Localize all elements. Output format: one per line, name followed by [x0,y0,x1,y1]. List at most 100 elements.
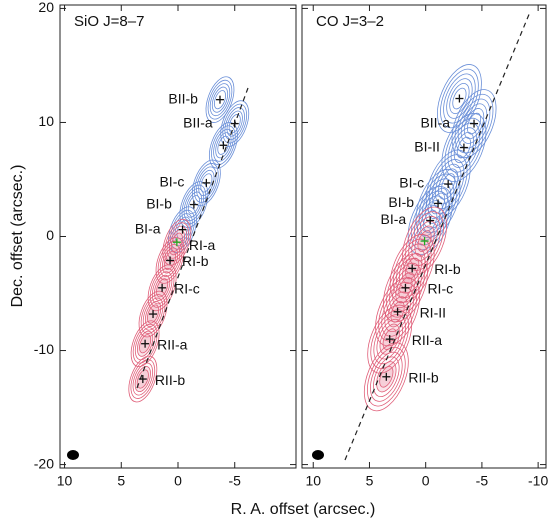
knot [470,119,479,128]
contour [142,297,164,331]
contour [408,216,441,267]
knot [138,375,147,384]
contour [159,244,181,277]
knot-label: BI-b [146,195,172,211]
contour [191,159,221,207]
x-tick-label: 10 [57,473,73,489]
contour [205,76,235,123]
knot [172,238,181,247]
contour [217,135,230,155]
knot-label: RI-c [174,281,200,297]
knot [149,310,158,319]
panel-title: CO J=3–2 [316,13,384,30]
contour [179,181,209,228]
knot-label: RII-b [408,369,439,385]
contour [415,168,461,238]
y-tick-label: -10 [34,341,54,357]
contour [155,237,185,284]
knot-label: RI-II [420,304,446,320]
beam [67,450,79,460]
contour [138,290,168,338]
contour [183,188,205,221]
knot-label: BI-II [414,138,440,154]
contour [437,64,482,133]
knot [385,335,394,344]
contour [418,173,458,234]
y-tick-label: 0 [46,227,54,243]
knot [393,307,402,316]
contour [207,79,233,120]
contour [208,121,238,169]
knot [189,200,198,209]
knot [455,94,464,103]
contour [384,291,411,333]
y-axis-label: Dec. offset (arcsec.) [9,165,26,308]
contour [211,86,229,113]
contour [220,100,250,147]
contour [378,282,417,342]
contour [370,309,410,369]
knot [401,283,410,292]
knot-label: RII-a [412,332,443,348]
contour [132,362,154,396]
knot-label: RI-b [182,253,209,269]
knot [408,264,417,273]
contour [453,132,475,164]
knot-label: BI-a [135,220,161,236]
contour [386,258,425,318]
contour [450,127,478,168]
contour [440,68,479,129]
contour [413,195,447,246]
contour [213,128,234,162]
x-tick-label: 5 [366,473,374,489]
knot [230,119,239,128]
contour [402,206,447,276]
contour [449,82,470,115]
knot-label: BI-c [399,175,424,191]
x-tick-label: -5 [476,473,489,489]
contour [446,78,473,119]
contour [213,90,226,110]
contour [128,355,158,403]
contour [370,351,403,402]
contour [196,166,217,200]
knot-label: RI-c [427,281,453,297]
x-tick-label: -10 [528,473,548,489]
x-tick-label: 0 [422,473,430,489]
contour [438,168,459,200]
contour [211,125,236,166]
contour [460,103,488,144]
knot [382,372,391,381]
knot [215,95,224,104]
contour [420,205,441,237]
x-tick-label: 5 [117,473,125,489]
knot-label: BII-a [420,114,450,130]
beam [312,450,324,460]
contour-layer [128,64,497,412]
contour [411,220,438,262]
contour [209,83,231,117]
panel-title: SiO J=8–7 [74,13,144,30]
knot-label: BII-b [168,90,198,106]
knot-label: RII-a [157,336,188,352]
contour [452,87,467,110]
y-tick-label: -20 [34,455,54,471]
y-tick-label: 20 [38,0,54,15]
knot-label: RI-b [434,261,461,277]
contour [215,132,232,159]
contour [367,304,413,374]
contour [149,267,175,308]
contour [367,347,406,407]
x-axis-label: R. A. offset (arcsec.) [231,501,376,518]
contour [151,271,173,305]
contour [147,264,177,312]
knot [434,199,443,208]
knot [420,237,429,246]
knot [166,256,175,265]
x-tick-label: 10 [305,473,321,489]
contour [373,356,400,398]
knot [219,141,228,150]
contour [363,342,409,412]
knot-label: BI-c [159,174,184,190]
